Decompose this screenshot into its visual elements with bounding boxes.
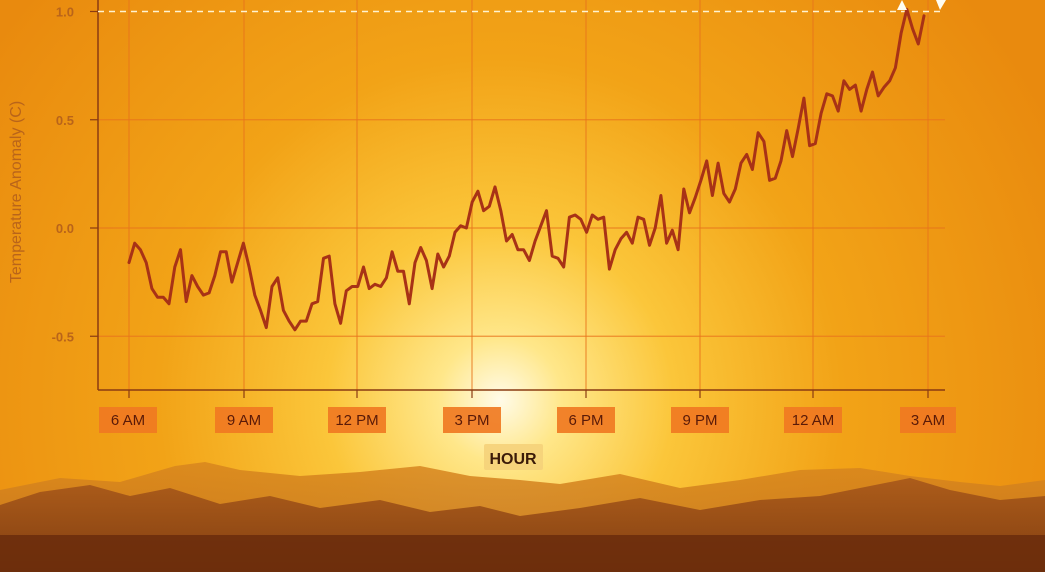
x-tick-label-background <box>215 407 273 433</box>
x-tick-label-background <box>671 407 729 433</box>
y-axis-label: Temperature Anomaly (C) <box>8 101 25 283</box>
x-tick-label-background <box>99 407 157 433</box>
valley-floor <box>0 535 1045 572</box>
x-axis-label: HOUR <box>489 451 537 468</box>
x-tick-label: 6 PM <box>568 412 603 429</box>
x-tick-label: 9 AM <box>227 412 261 429</box>
x-axis-label-background <box>484 444 543 470</box>
grid <box>98 0 945 390</box>
x-ticks: 6 AM 9 AM 12 PM 3 PM 6 PM 9 PM 12 AM 3 AM <box>99 390 956 433</box>
x-tick-label-background <box>900 407 956 433</box>
x-tick-label: 12 AM <box>792 412 835 429</box>
x-tick-label-background <box>784 407 842 433</box>
y-tick-label: -0.5 <box>52 329 74 344</box>
temperature-series-line <box>127 7 926 332</box>
y-ticks: 1.0 0.5 0.0 -0.5 <box>52 5 98 344</box>
peak-sparkle-icon <box>897 0 946 10</box>
x-tick-label-background <box>557 407 615 433</box>
y-tick-label: 0.0 <box>56 221 74 236</box>
x-tick-label-background <box>443 407 501 433</box>
x-tick-label: 9 PM <box>682 412 717 429</box>
x-tick-label-background <box>328 407 386 433</box>
y-tick-label: 0.5 <box>56 113 74 128</box>
x-tick-label: 3 AM <box>911 412 945 429</box>
x-tick-label: 12 PM <box>335 412 378 429</box>
x-tick-label: 6 AM <box>111 412 145 429</box>
y-tick-label: 1.0 <box>56 5 74 20</box>
x-tick-label: 3 PM <box>454 412 489 429</box>
